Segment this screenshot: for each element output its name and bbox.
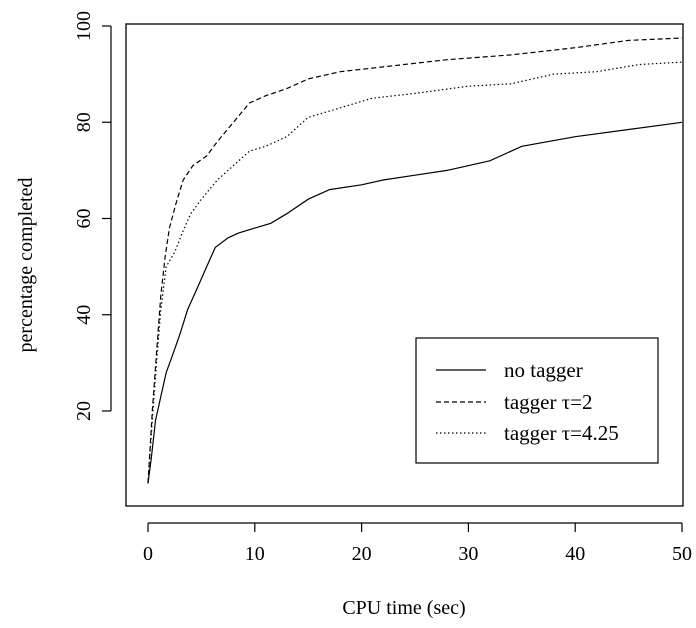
plot-area-frame (125, 23, 684, 507)
series-line-0 (147, 121, 683, 484)
series-layer (147, 37, 683, 484)
x-tick-label: 50 (672, 543, 692, 565)
y-tick-label: 100 (73, 11, 95, 41)
series-line-2 (147, 61, 683, 484)
legend-label-0: no tagger (504, 358, 583, 382)
x-tick-label: 10 (245, 543, 265, 565)
legend-items: no tagger tagger τ=2 tagger τ=4.25 (436, 358, 619, 445)
y-axis-title: percentage completed (15, 178, 37, 353)
x-tick-label: 20 (352, 543, 372, 565)
y-tick-label: 20 (73, 401, 95, 421)
legend: no tagger tagger τ=2 tagger τ=4.25 (415, 337, 659, 464)
x-axis-title: CPU time (sec) (342, 597, 465, 619)
x-axis: 0 10 20 30 40 50 (143, 522, 692, 565)
y-tick-label: 80 (73, 112, 95, 132)
x-tick-label: 30 (458, 543, 478, 565)
legend-box (415, 337, 659, 464)
y-tick-label: 60 (73, 209, 95, 229)
y-axis: 20 40 60 80 100 (73, 11, 112, 421)
legend-label-2: tagger τ=4.25 (504, 421, 619, 445)
legend-label-1: tagger τ=2 (504, 390, 593, 414)
y-tick-label: 40 (73, 305, 95, 325)
series-line-1 (147, 37, 683, 484)
x-tick-label: 40 (565, 543, 585, 565)
x-tick-label: 0 (143, 543, 153, 565)
